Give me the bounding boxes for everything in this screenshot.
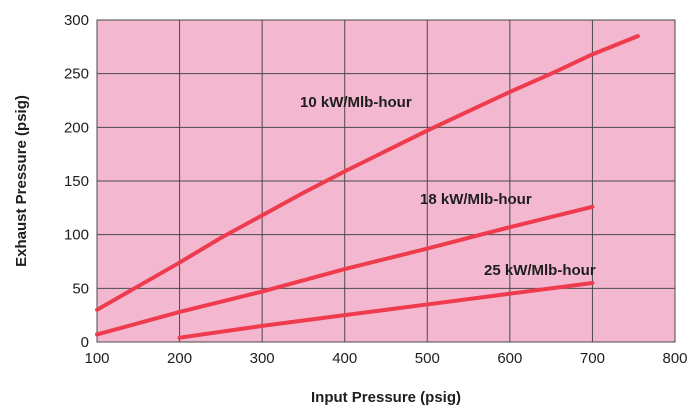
series-line [177,280,595,340]
x-tick-label: 100 [84,350,109,367]
grid [96,19,676,343]
y-tick-labels: 0 50 100 150 200 250 300 [64,12,89,351]
series-labels: 10 kW/Mlb-hour 18 kW/Mlb-hour 25 kW/Mlb-ho… [300,94,596,279]
series-line [95,204,595,337]
x-tick-label: 800 [662,350,687,367]
series-line [95,34,640,312]
y-axis-title: Exhaust Pressure (psig) [13,95,30,267]
x-tick-label: 600 [497,350,522,367]
y-tick-label: 200 [64,119,89,136]
x-tick-label: 700 [580,350,605,367]
y-tick-label: 100 [64,227,89,244]
series-label: 25 kW/Mlb-hour [484,262,596,279]
y-tick-label: 300 [64,12,89,29]
x-tick-label: 400 [332,350,357,367]
x-tick-label: 500 [415,350,440,367]
y-tick-label: 150 [64,173,89,190]
y-tick-label: 50 [72,280,89,297]
y-tick-label: 250 [64,66,89,83]
x-axis-title: Input Pressure (psig) [311,389,461,406]
series-label: 10 kW/Mlb-hour [300,94,412,111]
series-label: 18 kW/Mlb-hour [420,191,532,208]
x-tick-labels: 100 200 300 400 500 600 700 800 [84,350,687,367]
plot-frame [96,19,676,343]
y-tick-label: 0 [81,334,89,351]
x-tick-label: 300 [250,350,275,367]
x-tick-label: 200 [167,350,192,367]
series-group [95,34,640,340]
